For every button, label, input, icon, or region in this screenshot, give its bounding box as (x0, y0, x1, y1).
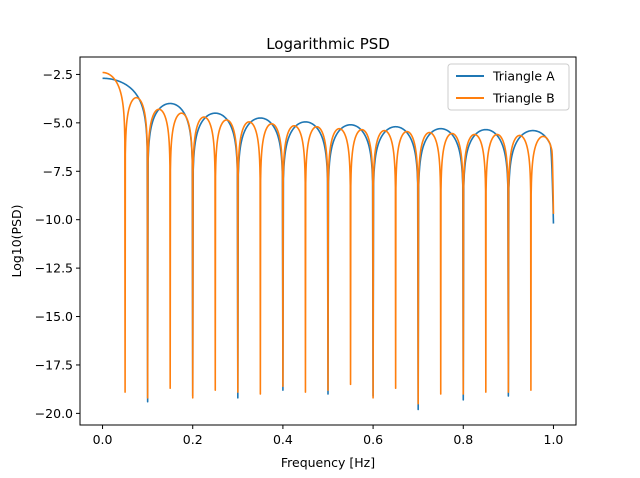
y-tick-label: −7.5 (43, 164, 73, 179)
y-tick-label: −17.5 (35, 357, 73, 372)
y-tick-label: −5.0 (43, 115, 73, 130)
series-layer (102, 71, 555, 411)
y-tick-label: −12.5 (35, 261, 73, 276)
y-tick-label: −20.0 (35, 406, 73, 421)
series-line-triangle-a (102, 77, 555, 411)
x-axis-ticks: 0.0 0.2 0.4 0.6 0.8 1.0 (93, 425, 564, 447)
x-tick-label: 0.6 (363, 432, 383, 447)
legend: Triangle A Triangle B (447, 63, 570, 111)
x-axis-label: Frequency [Hz] (281, 455, 375, 470)
x-tick-label: 0.4 (273, 432, 293, 447)
y-axis-ticks: −2.5 −5.0 −7.5 −10.0 −12.5 −15.0 −17.5 −20.0 (35, 67, 80, 421)
legend-label-triangle-a: Triangle A (492, 69, 555, 84)
y-tick-label: −2.5 (43, 67, 73, 82)
x-tick-label: 0.2 (183, 432, 203, 447)
y-axis-label: Log10(PSD) (9, 204, 24, 277)
legend-label-triangle-b: Triangle B (492, 91, 555, 106)
series-line-triangle-b (102, 71, 555, 405)
x-tick-label: 1.0 (544, 432, 564, 447)
y-tick-label: −10.0 (35, 212, 73, 227)
y-tick-label: −15.0 (35, 309, 73, 324)
chart-title: Logarithmic PSD (266, 35, 390, 53)
x-tick-label: 0.8 (453, 432, 473, 447)
plot-frame (79, 56, 577, 426)
x-tick-label: 0.0 (93, 432, 113, 447)
